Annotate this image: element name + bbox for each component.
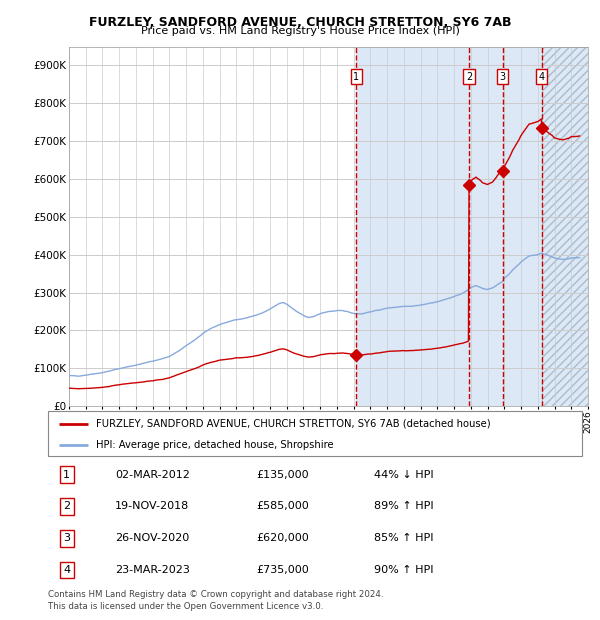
Text: 4: 4	[63, 565, 70, 575]
Text: 26-NOV-2020: 26-NOV-2020	[115, 533, 189, 543]
FancyBboxPatch shape	[48, 411, 582, 456]
Text: 1: 1	[63, 470, 70, 480]
Text: FURZLEY, SANDFORD AVENUE, CHURCH STRETTON, SY6 7AB: FURZLEY, SANDFORD AVENUE, CHURCH STRETTO…	[89, 16, 511, 29]
Text: Price paid vs. HM Land Registry's House Price Index (HPI): Price paid vs. HM Land Registry's House …	[140, 26, 460, 36]
Text: 2: 2	[466, 72, 472, 82]
Text: £585,000: £585,000	[256, 502, 309, 512]
Bar	[356, 46, 542, 406]
Text: 4: 4	[539, 72, 545, 82]
Text: £735,000: £735,000	[256, 565, 309, 575]
Text: £135,000: £135,000	[256, 470, 309, 480]
Text: 1: 1	[353, 72, 359, 82]
Text: 90% ↑ HPI: 90% ↑ HPI	[374, 565, 433, 575]
Text: Contains HM Land Registry data © Crown copyright and database right 2024.
This d: Contains HM Land Registry data © Crown c…	[48, 590, 383, 611]
Text: 3: 3	[63, 533, 70, 543]
Text: £620,000: £620,000	[256, 533, 309, 543]
Text: 19-NOV-2018: 19-NOV-2018	[115, 502, 189, 512]
Text: 23-MAR-2023: 23-MAR-2023	[115, 565, 190, 575]
Text: 89% ↑ HPI: 89% ↑ HPI	[374, 502, 433, 512]
Bar	[542, 46, 588, 406]
Text: 2: 2	[63, 502, 70, 512]
Text: 44% ↓ HPI: 44% ↓ HPI	[374, 470, 433, 480]
Text: HPI: Average price, detached house, Shropshire: HPI: Average price, detached house, Shro…	[96, 440, 334, 450]
Text: FURZLEY, SANDFORD AVENUE, CHURCH STRETTON, SY6 7AB (detached house): FURZLEY, SANDFORD AVENUE, CHURCH STRETTO…	[96, 418, 491, 428]
Text: 3: 3	[500, 72, 506, 82]
Text: 85% ↑ HPI: 85% ↑ HPI	[374, 533, 433, 543]
Text: 02-MAR-2012: 02-MAR-2012	[115, 470, 190, 480]
